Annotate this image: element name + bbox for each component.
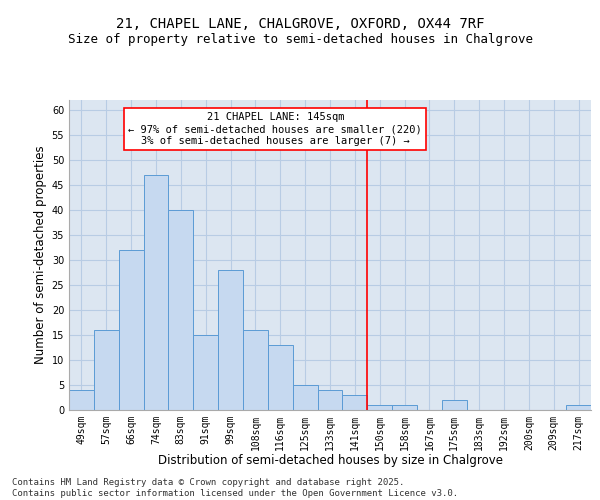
Bar bbox=[169, 210, 193, 410]
Bar bbox=[218, 270, 243, 410]
Bar bbox=[243, 330, 268, 410]
Bar bbox=[268, 345, 293, 410]
Bar bbox=[69, 390, 94, 410]
Text: 21, CHAPEL LANE, CHALGROVE, OXFORD, OX44 7RF: 21, CHAPEL LANE, CHALGROVE, OXFORD, OX44… bbox=[116, 18, 484, 32]
Bar bbox=[442, 400, 467, 410]
Bar bbox=[293, 385, 317, 410]
Text: Contains HM Land Registry data © Crown copyright and database right 2025.
Contai: Contains HM Land Registry data © Crown c… bbox=[12, 478, 458, 498]
Bar bbox=[317, 390, 343, 410]
Bar bbox=[566, 405, 591, 410]
Bar bbox=[367, 405, 392, 410]
Text: Size of property relative to semi-detached houses in Chalgrove: Size of property relative to semi-detach… bbox=[67, 32, 533, 46]
Y-axis label: Number of semi-detached properties: Number of semi-detached properties bbox=[34, 146, 47, 364]
Bar bbox=[94, 330, 119, 410]
Bar bbox=[143, 175, 169, 410]
Bar bbox=[392, 405, 417, 410]
Bar bbox=[343, 395, 367, 410]
X-axis label: Distribution of semi-detached houses by size in Chalgrove: Distribution of semi-detached houses by … bbox=[157, 454, 503, 468]
Bar bbox=[119, 250, 143, 410]
Text: 21 CHAPEL LANE: 145sqm
← 97% of semi-detached houses are smaller (220)
3% of sem: 21 CHAPEL LANE: 145sqm ← 97% of semi-det… bbox=[128, 112, 422, 146]
Bar bbox=[193, 335, 218, 410]
